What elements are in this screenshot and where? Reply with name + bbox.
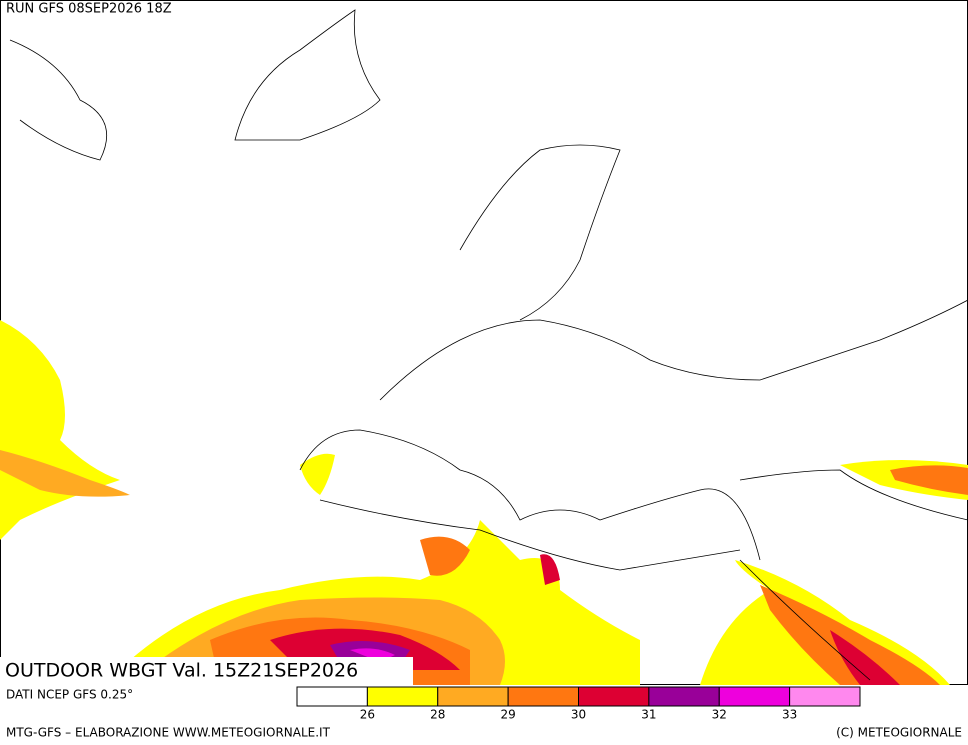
legend-label: 30 <box>571 708 586 722</box>
legend-label: 33 <box>782 708 797 722</box>
legend-swatch <box>437 686 509 707</box>
coastline <box>299 429 761 561</box>
heat-area <box>760 585 940 685</box>
map-title: OUTDOOR WBGT Val. 15Z21SEP2026 <box>5 660 358 682</box>
coastline <box>379 299 968 401</box>
heat-area <box>830 630 900 685</box>
legend-swatch <box>366 686 439 707</box>
coastline <box>739 469 968 521</box>
legend-label: 29 <box>500 708 515 722</box>
footer-right: (C) METEOGIORNALE <box>836 726 962 740</box>
legend-swatch <box>718 686 791 707</box>
run-label: RUN GFS 08SEP2026 18Z <box>6 2 172 17</box>
coastline <box>234 9 381 141</box>
coastline <box>459 144 621 321</box>
heat-area <box>420 536 470 576</box>
source-label: DATI NCEP GFS 0.25° <box>6 688 133 702</box>
coastline <box>9 39 108 161</box>
title-box <box>0 657 413 685</box>
legend-swatch <box>789 686 861 707</box>
coastline <box>739 559 871 681</box>
footer-left: MTG-GFS – ELABORAZIONE WWW.METEOGIORNALE… <box>6 726 331 740</box>
legend-label: 28 <box>430 708 445 722</box>
heat-area <box>890 465 968 495</box>
legend-swatch <box>507 686 579 707</box>
legend-label: 31 <box>641 708 656 722</box>
legend-label: 32 <box>712 708 727 722</box>
legend-swatch <box>296 686 368 707</box>
legend-swatch <box>578 686 650 707</box>
heat-area <box>300 453 335 495</box>
heat-area <box>0 450 130 497</box>
legend: 26 28 29 30 31 32 33 <box>296 686 861 722</box>
map: RUN GFS 08SEP2026 18Z OUTDOOR WBGT Val. … <box>0 0 968 685</box>
heat-area <box>540 554 560 585</box>
legend-swatch <box>648 686 720 707</box>
coastline <box>319 499 741 571</box>
legend-label: 26 <box>360 708 375 722</box>
